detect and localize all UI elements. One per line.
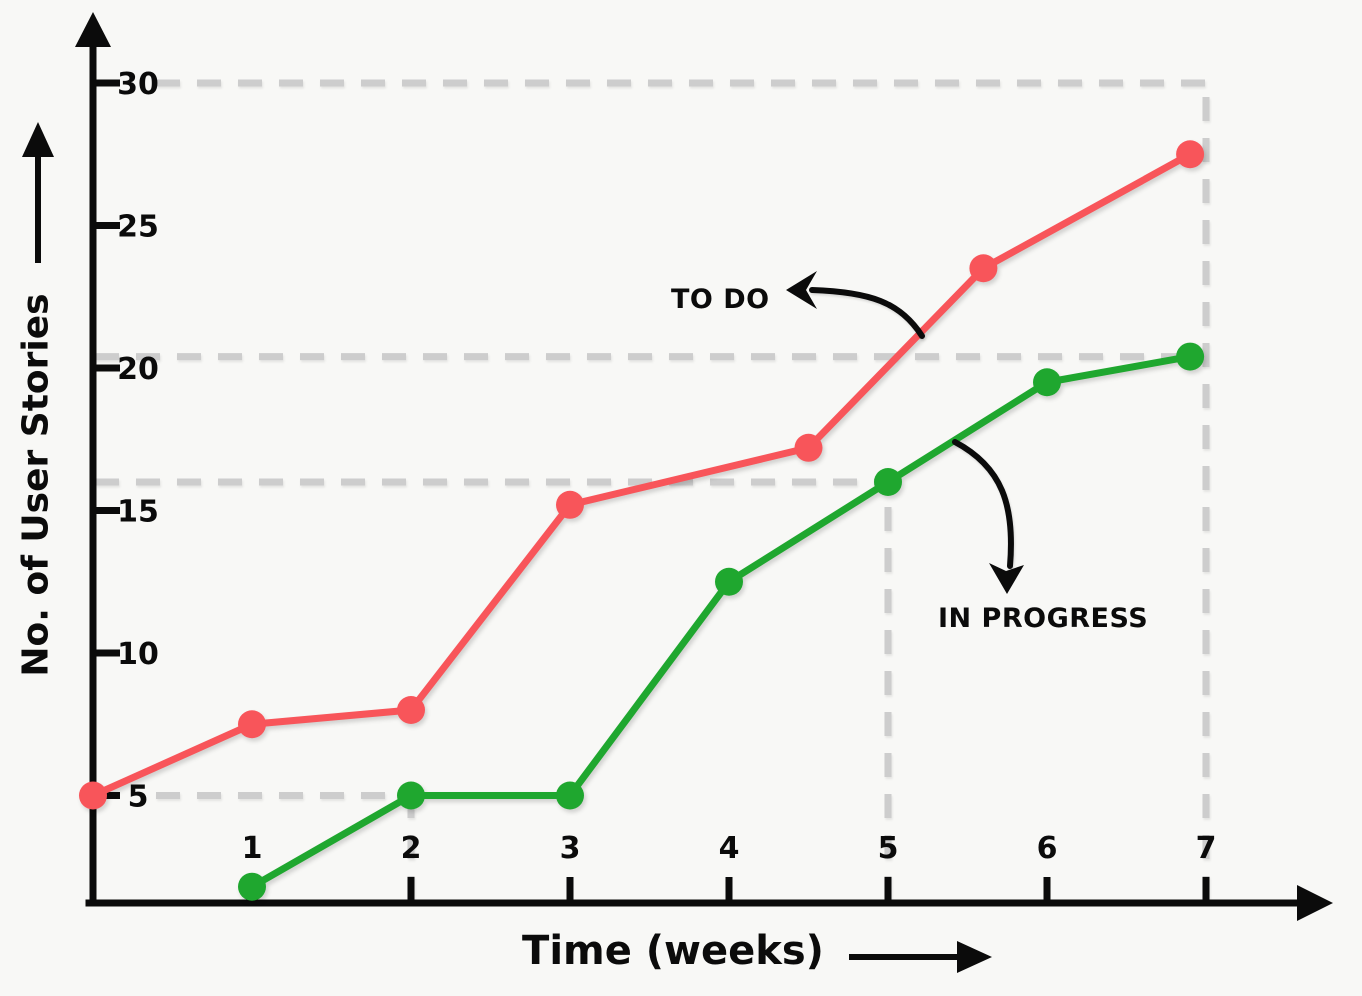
y-tick-label-5: 5 bbox=[128, 780, 149, 815]
x-tick-label-2: 2 bbox=[401, 831, 422, 866]
data-point-to-do bbox=[794, 433, 823, 462]
data-point-in-progress bbox=[556, 781, 584, 810]
x-title-arrowhead bbox=[957, 941, 992, 973]
data-point-to-do bbox=[238, 710, 266, 739]
data-point-to-do bbox=[397, 696, 425, 724]
data-point-in-progress bbox=[238, 872, 266, 901]
todo-arrowhead bbox=[786, 271, 817, 309]
data-point-in-progress bbox=[715, 567, 743, 596]
data-point-in-progress bbox=[1176, 342, 1205, 371]
x-tick-label-5: 5 bbox=[878, 831, 899, 866]
data-point-in-progress bbox=[874, 468, 902, 496]
y-tick-label-10: 10 bbox=[117, 637, 159, 672]
x-tick-label-6: 6 bbox=[1037, 831, 1058, 866]
todo-annotation-arrow bbox=[809, 287, 925, 339]
x-tick-label-7: 7 bbox=[1196, 831, 1217, 866]
x-tick-label-1: 1 bbox=[242, 831, 263, 866]
data-point-to-do bbox=[79, 781, 107, 810]
y-tick-label-20: 20 bbox=[117, 352, 159, 387]
annotation-todo-label: TO DO bbox=[671, 284, 770, 315]
y-tick-label-15: 15 bbox=[117, 495, 159, 530]
data-point-in-progress bbox=[1033, 368, 1061, 397]
data-point-in-progress bbox=[397, 781, 425, 810]
y-title-arrowhead bbox=[22, 122, 54, 157]
inprogress-arrowhead bbox=[989, 563, 1024, 594]
inprogress-annotation-arrow bbox=[952, 439, 1014, 569]
y-axis-title: No. of User Stories bbox=[15, 293, 57, 677]
x-axis-title: Time (weeks) bbox=[522, 928, 824, 974]
y-tick-label-25: 25 bbox=[117, 210, 159, 245]
x-axis-arrowhead bbox=[1297, 885, 1333, 921]
annotation-inprogress-label: IN PROGRESS bbox=[938, 603, 1149, 634]
x-tick-label-3: 3 bbox=[560, 831, 581, 866]
x-tick-label-4: 4 bbox=[719, 831, 740, 866]
data-point-to-do bbox=[556, 490, 584, 519]
data-point-to-do bbox=[1176, 140, 1205, 169]
data-point-to-do bbox=[969, 254, 998, 283]
series-to-do bbox=[79, 140, 1205, 810]
y-tick-label-30: 30 bbox=[117, 67, 159, 102]
y-axis-arrowhead bbox=[75, 12, 111, 47]
series-in-progress bbox=[238, 342, 1205, 901]
